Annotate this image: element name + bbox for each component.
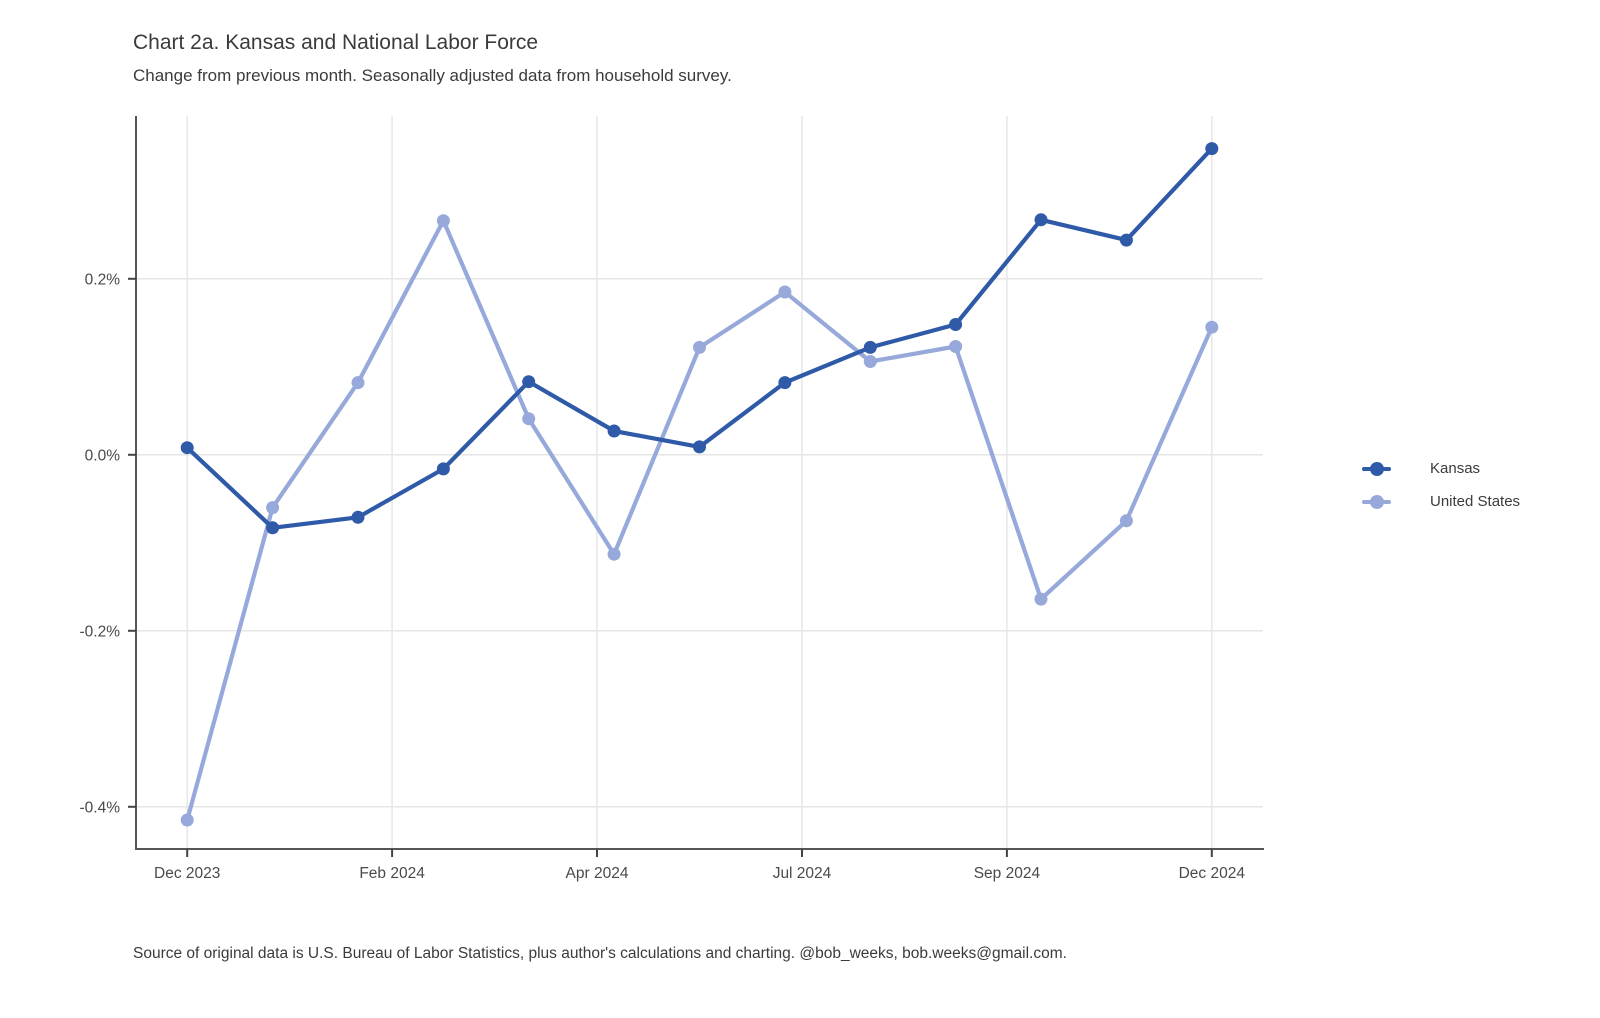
series-point-united-states xyxy=(949,340,963,353)
source-note: Source of original data is U.S. Bureau o… xyxy=(133,945,1067,962)
chart-title: Chart 2a. Kansas and National Labor Forc… xyxy=(133,31,539,54)
series-point-united-states xyxy=(522,412,536,426)
y-tick-label: 0.0% xyxy=(85,447,121,464)
y-tick-label: -0.2% xyxy=(80,623,121,640)
series-point-kansas xyxy=(351,510,365,524)
series-line-kansas xyxy=(185,146,1214,530)
series-point-united-states xyxy=(1034,592,1048,606)
series-point-united-states xyxy=(351,376,365,390)
x-tick-label: Dec 2023 xyxy=(154,865,220,882)
series-point-kansas xyxy=(1034,213,1048,227)
series-point-kansas xyxy=(1119,233,1133,247)
series-point-united-states xyxy=(266,501,280,515)
x-tick-label: Jul 2024 xyxy=(773,865,832,882)
legend-item-kansas: Kansas xyxy=(1362,452,1520,485)
series-point-united-states xyxy=(693,340,706,354)
series-point-kansas xyxy=(863,340,877,354)
series-point-united-states xyxy=(863,355,877,368)
chart-subtitle: Change from previous month. Seasonally a… xyxy=(133,66,732,85)
series-point-united-states xyxy=(1119,514,1133,528)
series-point-kansas xyxy=(522,375,536,389)
series-point-kansas xyxy=(266,521,280,535)
x-tick-label: Sep 2024 xyxy=(974,865,1041,882)
x-tick-label: Apr 2024 xyxy=(566,865,629,882)
kansas-line-key-icon xyxy=(1362,461,1391,476)
y-tick-label: 0.2% xyxy=(85,271,121,288)
series-point-kansas xyxy=(949,318,963,331)
series-point-kansas xyxy=(693,440,706,454)
series-point-united-states xyxy=(1205,320,1219,334)
united-states-line-key-icon xyxy=(1362,494,1391,509)
legend: Kansas United States xyxy=(1362,452,1520,518)
series-point-united-states xyxy=(436,214,450,228)
legend-item-united-states: United States xyxy=(1362,485,1520,518)
legend-label-united-states: United States xyxy=(1430,493,1521,510)
series-point-united-states xyxy=(180,813,194,827)
series-point-kansas xyxy=(607,424,621,438)
series-point-kansas xyxy=(778,376,792,390)
series-point-kansas xyxy=(436,462,450,476)
x-tick-label: Feb 2024 xyxy=(359,865,425,882)
series-point-kansas xyxy=(180,441,194,455)
series-point-united-states xyxy=(607,547,621,561)
legend-label-kansas: Kansas xyxy=(1430,460,1481,477)
series-point-united-states xyxy=(778,285,792,299)
series-point-kansas xyxy=(1205,142,1219,156)
y-tick-label: -0.4% xyxy=(80,799,121,816)
x-tick-label: Dec 2024 xyxy=(1179,865,1246,882)
